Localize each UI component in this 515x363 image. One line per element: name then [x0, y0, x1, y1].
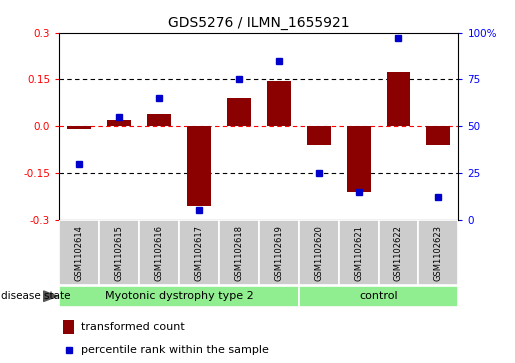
- Bar: [67, 126, 91, 129]
- Bar: [299, 286, 458, 307]
- Bar: [426, 126, 450, 145]
- Bar: [379, 220, 418, 285]
- Text: GSM1102618: GSM1102618: [234, 225, 243, 281]
- Bar: [418, 220, 458, 285]
- Text: GSM1102614: GSM1102614: [75, 225, 83, 281]
- Bar: [267, 81, 290, 126]
- Bar: [187, 126, 211, 205]
- Bar: [219, 220, 259, 285]
- Bar: [59, 286, 299, 307]
- Bar: [227, 98, 251, 126]
- Text: Myotonic dystrophy type 2: Myotonic dystrophy type 2: [105, 291, 253, 301]
- Text: GSM1102622: GSM1102622: [394, 225, 403, 281]
- Text: disease state: disease state: [1, 291, 70, 301]
- Bar: [139, 220, 179, 285]
- Title: GDS5276 / ILMN_1655921: GDS5276 / ILMN_1655921: [168, 16, 350, 30]
- Text: percentile rank within the sample: percentile rank within the sample: [81, 345, 269, 355]
- Bar: [307, 126, 331, 145]
- Bar: [339, 220, 379, 285]
- Text: GSM1102620: GSM1102620: [314, 225, 323, 281]
- Text: transformed count: transformed count: [81, 322, 185, 332]
- Text: GSM1102619: GSM1102619: [274, 225, 283, 281]
- Text: control: control: [359, 291, 398, 301]
- Text: GSM1102621: GSM1102621: [354, 225, 363, 281]
- Bar: [99, 220, 139, 285]
- Text: GSM1102615: GSM1102615: [115, 225, 124, 281]
- Bar: [299, 220, 339, 285]
- Bar: [259, 220, 299, 285]
- Bar: [63, 320, 74, 334]
- Bar: [386, 72, 410, 126]
- Text: GSM1102623: GSM1102623: [434, 225, 443, 281]
- Bar: [147, 114, 171, 126]
- Text: GSM1102616: GSM1102616: [154, 225, 163, 281]
- Text: GSM1102617: GSM1102617: [195, 225, 203, 281]
- Bar: [179, 220, 219, 285]
- Bar: [59, 220, 99, 285]
- Polygon shape: [43, 291, 57, 301]
- Bar: [107, 120, 131, 126]
- Bar: [347, 126, 370, 192]
